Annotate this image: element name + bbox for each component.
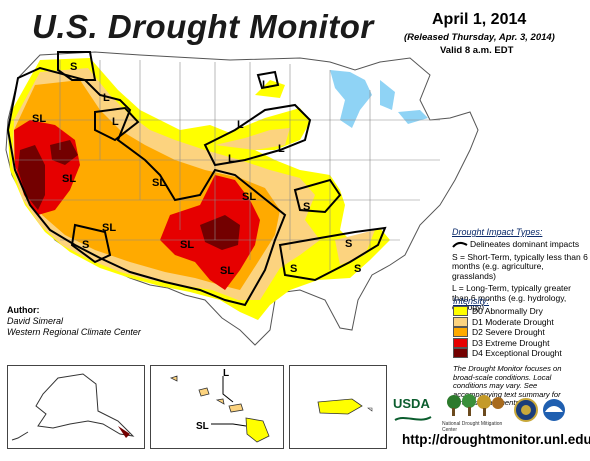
alaska-inset bbox=[7, 365, 145, 449]
label-l-ne: L bbox=[228, 153, 235, 165]
legend-label-d1: D1 Moderate Drought bbox=[472, 316, 554, 327]
hawaii-label-sl: SL bbox=[196, 421, 209, 432]
label-s-mo: S bbox=[303, 201, 310, 213]
alaska-drought-patch bbox=[118, 426, 130, 438]
label-l-nd: L bbox=[262, 79, 269, 91]
d4-area bbox=[18, 145, 45, 210]
valid-time: Valid 8 a.m. EDT bbox=[440, 45, 514, 56]
impact-long-term: L = Long-Term, typically greater than 6 … bbox=[452, 283, 571, 312]
impact-lines bbox=[6, 51, 387, 307]
legend-row-d3: D3 Extreme Drought bbox=[453, 337, 562, 349]
legend-swatch-d0 bbox=[453, 306, 468, 317]
label-s-ga: S bbox=[354, 263, 361, 275]
label-s-pnw: S bbox=[70, 61, 77, 73]
map-date: April 1, 2014 bbox=[432, 11, 527, 28]
label-sl-ks: SL bbox=[242, 191, 256, 203]
website-url[interactable]: http://droughtmonitor.unl.edu/ bbox=[402, 432, 590, 447]
ndmc-logo-text: National Drought Mitigation Center bbox=[442, 421, 503, 433]
impact-legend: Drought Impact Types: Delineates dominan… bbox=[452, 227, 588, 313]
impact-delineates-text: Delineates dominant impacts bbox=[470, 239, 580, 249]
author-org: Western Regional Climate Center bbox=[7, 327, 141, 337]
legend-row-d1: D1 Moderate Drought bbox=[453, 316, 562, 328]
map-title: U.S. Drought Monitor bbox=[32, 8, 374, 45]
usda-logo-text: USDA bbox=[393, 396, 430, 411]
impact-short-term: S = Short-Term, typically less than 6 mo… bbox=[452, 251, 588, 281]
label-l-idaho: L bbox=[103, 92, 110, 104]
legend-swatch-d4 bbox=[453, 348, 468, 359]
label-s-ms: S bbox=[290, 263, 297, 275]
hawaii-label-l: L bbox=[223, 368, 229, 379]
alaska-map bbox=[11, 373, 135, 441]
hawaii-inset: L SL bbox=[150, 365, 284, 449]
author-name: David Simeral bbox=[7, 316, 64, 326]
ndmc-tree-icon bbox=[447, 394, 504, 416]
usda-logo: USDA bbox=[393, 396, 433, 426]
legend-label-d4: D4 Exceptional Drought bbox=[472, 348, 562, 359]
legend-swatch-d2 bbox=[453, 327, 468, 338]
legend-row-d2: D2 Severe Drought bbox=[453, 327, 562, 338]
ndmc-logo: National Drought Mitigation Center bbox=[442, 392, 506, 433]
author-block: Author: David Simeral Western Regional C… bbox=[7, 305, 141, 338]
commerce-seal-icon bbox=[514, 398, 538, 422]
hawaii-map: L SL bbox=[169, 368, 270, 443]
impact-heading: Drought Impact Types: bbox=[452, 227, 543, 237]
author-heading: Author: bbox=[7, 305, 40, 315]
legend-row-d4: D4 Exceptional Drought bbox=[453, 348, 562, 359]
label-l-wy: L bbox=[112, 116, 119, 128]
legend-label-d2: D2 Severe Drought bbox=[472, 327, 545, 338]
label-l-ia: L bbox=[278, 143, 285, 155]
release-date: (Released Thursday, Apr. 3, 2014) bbox=[404, 32, 555, 43]
label-sl-ut: SL bbox=[152, 177, 166, 189]
intensity-heading: Intensity: bbox=[453, 296, 490, 306]
legend-label-d0: D0 Abnormally Dry bbox=[472, 306, 543, 317]
noaa-logo-icon bbox=[542, 398, 566, 422]
label-l-sd: L bbox=[237, 119, 244, 131]
great-lakes bbox=[330, 70, 428, 128]
label-sl-or: SL bbox=[32, 113, 46, 125]
legend-swatch-d3 bbox=[453, 337, 468, 348]
label-sl-tx: SL bbox=[220, 265, 234, 277]
usda-logo-swoosh bbox=[394, 416, 432, 421]
impact-line-icon bbox=[452, 241, 468, 248]
intensity-legend: Intensity: D0 Abnormally Dry D1 Moderate… bbox=[453, 296, 562, 359]
puerto-rico-inset bbox=[289, 365, 387, 449]
label-sl-nv: SL bbox=[62, 173, 76, 185]
impact-delineates-row: Delineates dominant impacts bbox=[452, 239, 588, 250]
legend-label-d3: D3 Extreme Drought bbox=[472, 337, 550, 348]
label-sl-nm: SL bbox=[180, 239, 194, 251]
label-sl-az: SL bbox=[102, 222, 116, 234]
puerto-rico-map bbox=[317, 398, 373, 415]
legend-swatch-d1 bbox=[453, 316, 468, 327]
label-s-tn: S bbox=[345, 238, 352, 250]
label-s-az: S bbox=[82, 239, 89, 251]
legend-row-d0: D0 Abnormally Dry bbox=[453, 306, 562, 317]
